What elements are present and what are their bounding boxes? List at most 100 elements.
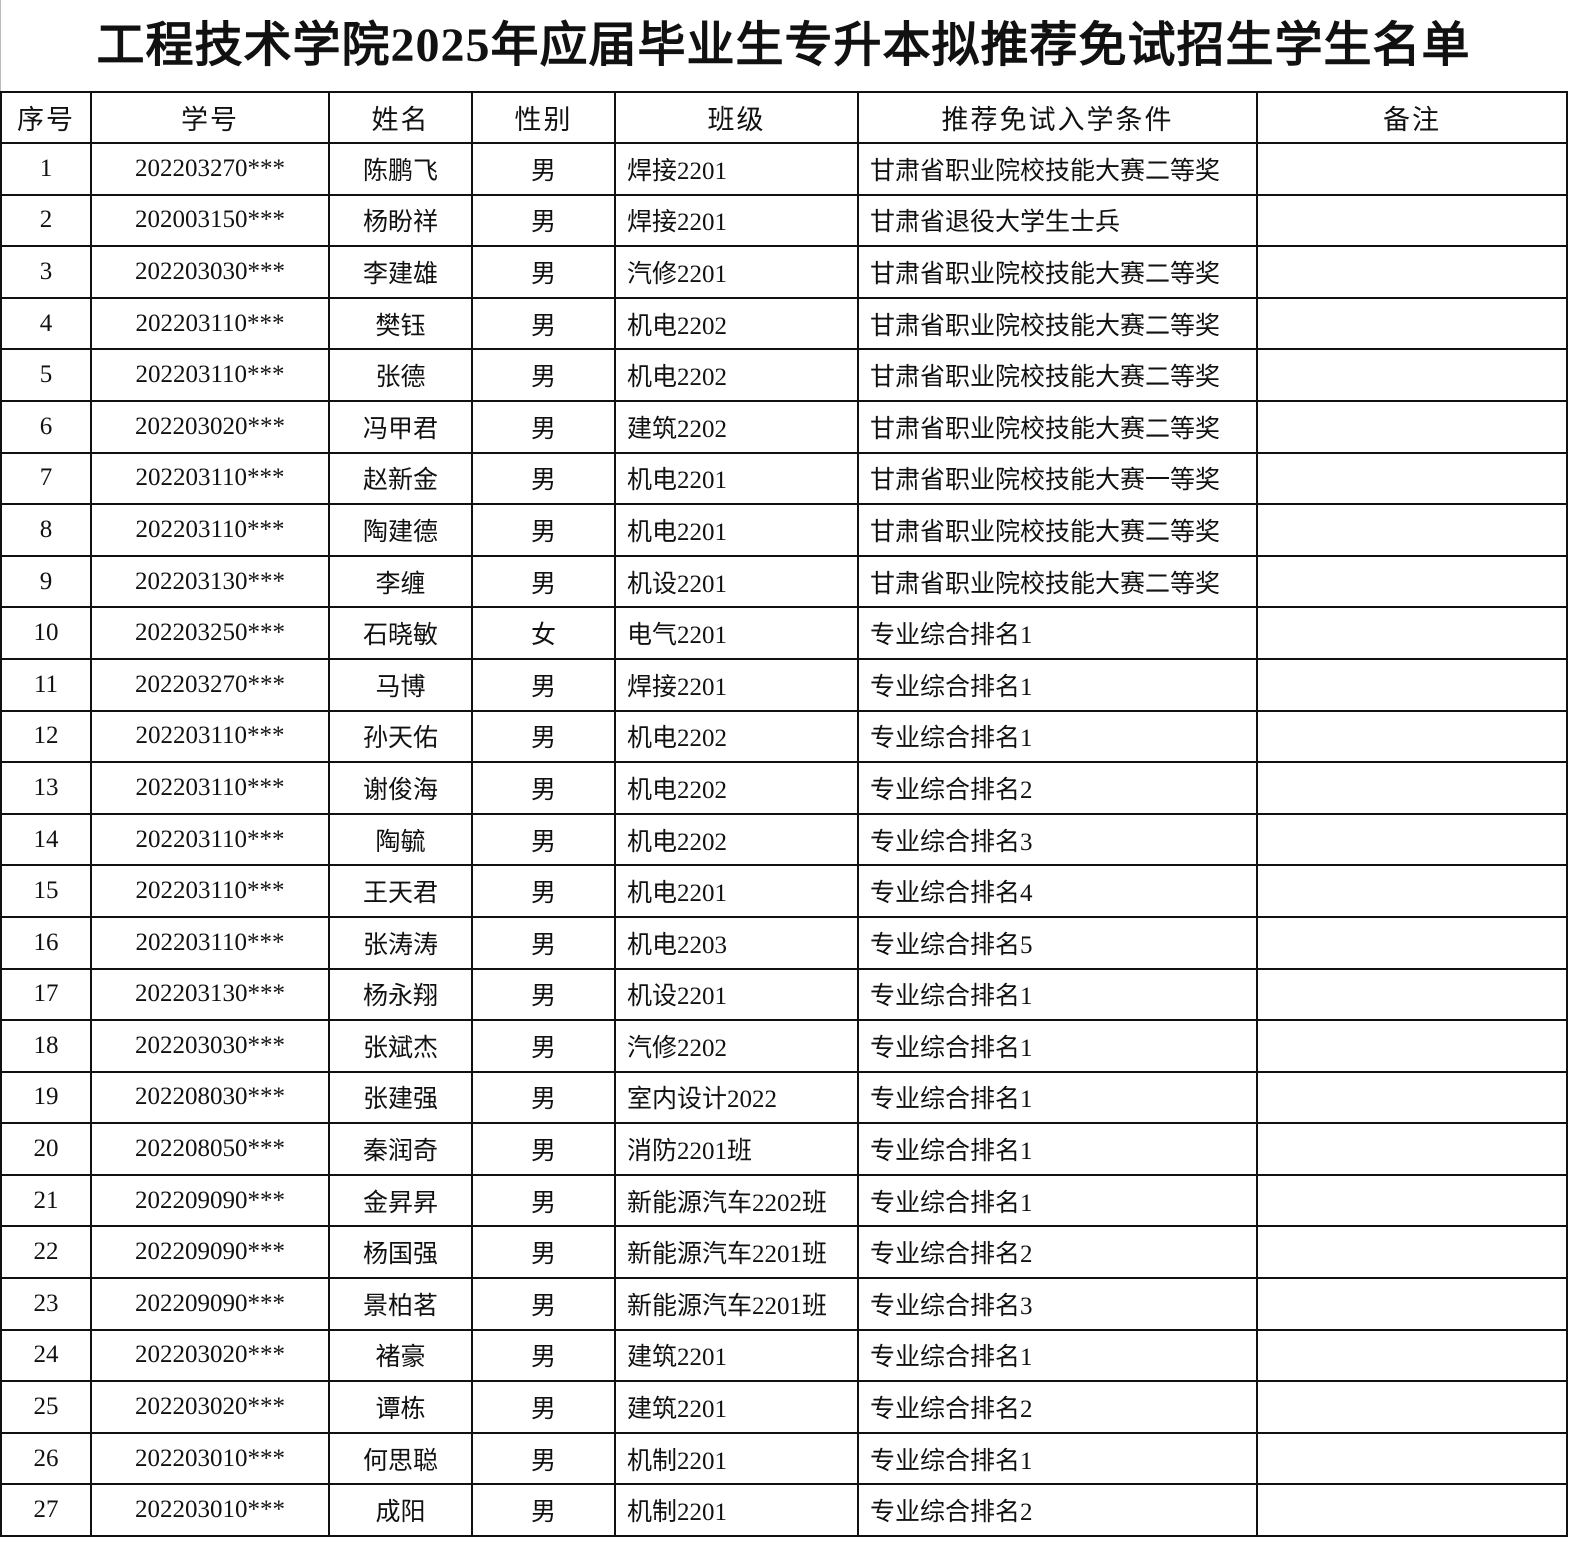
- table-cell: 陈鹏飞: [328, 142, 473, 196]
- table-row: 6 202203020*** 冯甲君男建筑2202 甘肃省职业院校技能大赛二等奖: [0, 399, 1568, 454]
- table-cell: 16: [0, 915, 92, 970]
- table-cell: 新能源汽车2201班: [614, 1277, 859, 1331]
- table-cell: 男: [471, 1173, 616, 1228]
- table-cell: 男: [471, 1328, 616, 1383]
- table-cell: 甘肃省职业院校技能大赛二等奖: [857, 296, 1258, 351]
- table-row: 2 202003150*** 杨盼祥男焊接2201 甘肃省退役大学生士兵: [0, 193, 1568, 248]
- empty-cell: [1256, 1225, 1568, 1280]
- table-cell: 男: [471, 812, 616, 867]
- table-row: 8 202203110*** 陶建德男机电2201 甘肃省职业院校技能大赛二等奖: [0, 503, 1568, 557]
- table-cell: 新能源汽车2201班: [614, 1225, 859, 1280]
- table-cell: 冯甲君: [328, 399, 473, 454]
- table-cell: 专业综合排名2: [857, 761, 1258, 815]
- table-row: 17 202203130*** 杨永翔男机设2201 专业综合排名1: [0, 967, 1568, 1022]
- table-cell: 7: [0, 451, 92, 506]
- table-cell: 13: [0, 761, 92, 815]
- table-cell: 202203130***: [90, 554, 330, 609]
- table-cell: 建筑2202: [614, 399, 859, 454]
- table-cell: 12: [0, 709, 92, 764]
- table-cell: 马博: [328, 657, 473, 712]
- table-cell: 2: [0, 193, 92, 248]
- table-cell: 202203020***: [90, 399, 330, 454]
- table-cell: 成阳: [328, 1483, 473, 1538]
- table-cell: 男: [471, 967, 616, 1022]
- table-cell: 褚豪: [328, 1328, 473, 1383]
- table-cell: 24: [0, 1328, 92, 1383]
- table-cell: 3: [0, 245, 92, 299]
- table-cell: 王天君: [328, 864, 473, 918]
- table-cell: 张德: [328, 348, 473, 402]
- table-cell: 机电2202: [614, 761, 859, 815]
- table-cell: 甘肃省职业院校技能大赛二等奖: [857, 399, 1258, 454]
- table-cell: 专业综合排名1: [857, 1328, 1258, 1383]
- table-cell: 14: [0, 812, 92, 867]
- table-cell: 李缠: [328, 554, 473, 609]
- table-cell: 1: [0, 142, 92, 196]
- empty-cell: [1256, 142, 1568, 196]
- table-cell: 建筑2201: [614, 1328, 859, 1383]
- table-cell: 甘肃省职业院校技能大赛二等奖: [857, 142, 1258, 196]
- table-cell: 甘肃省职业院校技能大赛二等奖: [857, 348, 1258, 402]
- table-cell: 专业综合排名2: [857, 1225, 1258, 1280]
- table-cell: 专业综合排名1: [857, 657, 1258, 712]
- table-row: 7 202203110*** 赵新金男机电2201 甘肃省职业院校技能大赛一等奖: [0, 451, 1568, 506]
- table-cell: 男: [471, 709, 616, 764]
- table-cell: 22: [0, 1225, 92, 1280]
- table-cell: 赵新金: [328, 451, 473, 506]
- table-cell: 男: [471, 915, 616, 970]
- document-title: 工程技术学院2025年应届毕业生专升本拟推荐免试招生学生名单: [0, 0, 1566, 92]
- table-cell: 202203270***: [90, 657, 330, 712]
- table-cell: 陶建德: [328, 503, 473, 557]
- column-header: 推荐免试入学条件: [857, 91, 1258, 144]
- table-cell: 男: [471, 1380, 616, 1434]
- table-cell: 4: [0, 296, 92, 351]
- table-row: 5 202203110*** 张德男机电2202 甘肃省职业院校技能大赛二等奖: [0, 348, 1568, 402]
- table-cell: 男: [471, 193, 616, 248]
- empty-cell: [1256, 1483, 1568, 1538]
- table-row: 16 202203110*** 张涛涛男机电2203 专业综合排名5: [0, 915, 1568, 970]
- table-cell: 专业综合排名1: [857, 1019, 1258, 1073]
- table-cell: 男: [471, 1122, 616, 1176]
- table-cell: 景柏茗: [328, 1277, 473, 1331]
- table-cell: 202208030***: [90, 1070, 330, 1125]
- table-cell: 张建强: [328, 1070, 473, 1125]
- table-cell: 金昇昇: [328, 1173, 473, 1228]
- table-cell: 杨永翔: [328, 967, 473, 1022]
- table-cell: 25: [0, 1380, 92, 1434]
- empty-cell: [1256, 1328, 1568, 1383]
- empty-cell: [1256, 193, 1568, 248]
- table-cell: 机电2203: [614, 915, 859, 970]
- table-cell: 新能源汽车2202班: [614, 1173, 859, 1228]
- table-cell: 陶毓: [328, 812, 473, 867]
- empty-cell: [1256, 348, 1568, 402]
- table-cell: 男: [471, 399, 616, 454]
- table-cell: 26: [0, 1431, 92, 1486]
- empty-cell: [1256, 1070, 1568, 1125]
- table-cell: 甘肃省职业院校技能大赛二等奖: [857, 503, 1258, 557]
- table-row: 23 202209090*** 景柏茗男新能源汽车2201班 专业综合排名3: [0, 1277, 1568, 1331]
- table-cell: 202203010***: [90, 1483, 330, 1538]
- table-cell: 机设2201: [614, 967, 859, 1022]
- table-row: 1 202203270*** 陈鹏飞男焊接2201 甘肃省职业院校技能大赛二等奖: [0, 142, 1568, 196]
- empty-cell: [1256, 296, 1568, 351]
- table-cell: 秦润奇: [328, 1122, 473, 1176]
- table-cell: 杨盼祥: [328, 193, 473, 248]
- table-cell: 202203270***: [90, 142, 330, 196]
- table-cell: 机电2202: [614, 348, 859, 402]
- table-cell: 202209090***: [90, 1173, 330, 1228]
- table-row: 24 202203020*** 褚豪男建筑2201 专业综合排名1: [0, 1328, 1568, 1383]
- table-cell: 机电2202: [614, 709, 859, 764]
- student-table: 序号 学号 姓名 性别 班级 推荐免试入学条件 备注 1 202203270*** 陈鹏飞男焊接…: [0, 91, 1568, 1538]
- table-row: 19 202208030*** 张建强男室内设计2022 专业综合排名1: [0, 1070, 1568, 1125]
- table-cell: 专业综合排名1: [857, 967, 1258, 1022]
- table-cell: 男: [471, 1431, 616, 1486]
- table-cell: 202003150***: [90, 193, 330, 248]
- table-cell: 李建雄: [328, 245, 473, 299]
- table-cell: 机制2201: [614, 1431, 859, 1486]
- table-cell: 202203110***: [90, 812, 330, 867]
- column-header: 备注: [1256, 91, 1568, 144]
- table-cell: 202209090***: [90, 1225, 330, 1280]
- table-row: 10 202203250*** 石晓敏女电气2201 专业综合排名1: [0, 606, 1568, 660]
- table-cell: 专业综合排名1: [857, 1431, 1258, 1486]
- table-cell: 6: [0, 399, 92, 454]
